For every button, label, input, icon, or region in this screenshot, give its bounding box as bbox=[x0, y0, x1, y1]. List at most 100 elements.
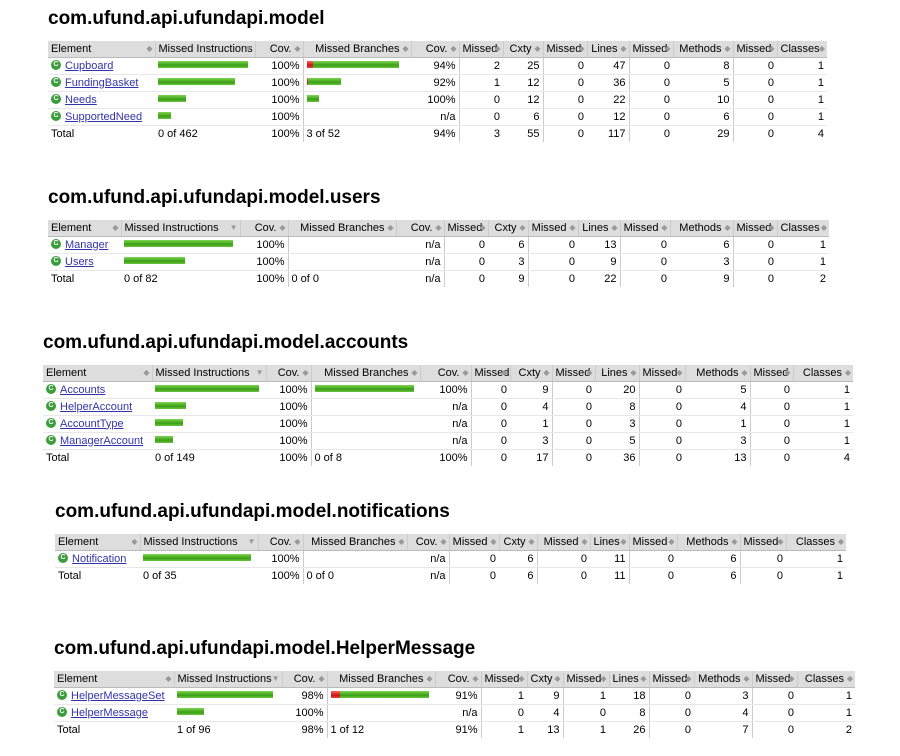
column-header-missed-cxty[interactable]: Missed ◆ bbox=[470, 365, 510, 382]
column-header-missed-methods[interactable]: Missed ◆ bbox=[638, 365, 685, 382]
element-link[interactable]: Notification bbox=[72, 552, 127, 565]
column-header-missed-methods[interactable]: Missed ◆ bbox=[628, 534, 677, 551]
column-header-missed-classes[interactable]: Missed ◆ bbox=[749, 365, 793, 382]
element-link[interactable]: Cupboard bbox=[65, 59, 114, 72]
column-header-missed-instructions[interactable]: Missed Instructions ▼ bbox=[120, 220, 240, 237]
column-header-methods[interactable]: Methods ◆ bbox=[669, 220, 733, 237]
column-header-cxty[interactable]: Cxty ◆ bbox=[498, 534, 537, 551]
cxty-value: 9 bbox=[527, 687, 563, 705]
table-row: C Cupboard 100% 94% 2 25 0 47 0 8 0 1 bbox=[48, 57, 827, 75]
column-header-branch-cov[interactable]: Cov. ◆ bbox=[434, 671, 481, 688]
column-header-missed-branches[interactable]: Missed Branches ◆ bbox=[287, 220, 396, 237]
column-header-missed-instructions[interactable]: Missed Instructions ▼ bbox=[151, 365, 266, 382]
column-header-missed-cxty[interactable]: Missed ◆ bbox=[443, 220, 488, 237]
total-classes: 1 bbox=[786, 567, 846, 584]
column-header-missed-lines[interactable]: Missed ◆ bbox=[536, 534, 590, 551]
column-header-missed-cxty[interactable]: Missed ◆ bbox=[480, 671, 527, 688]
total-instructions: 0 of 462 bbox=[155, 125, 255, 142]
header-element-label: Element bbox=[51, 221, 92, 234]
element-link[interactable]: HelperAccount bbox=[60, 400, 133, 413]
element-link[interactable]: AccountType bbox=[60, 417, 124, 430]
column-header-missed-branches[interactable]: Missed Branches ◆ bbox=[302, 41, 411, 58]
total-branch-cov: 100% bbox=[420, 449, 471, 466]
column-header-cxty[interactable]: Cxty ◆ bbox=[509, 365, 552, 382]
total-methods: 6 bbox=[677, 567, 740, 584]
column-header-classes[interactable]: Classes ◆ bbox=[776, 41, 827, 58]
column-header-instr-cov[interactable]: Cov. ◆ bbox=[239, 220, 288, 237]
branches-bar-cell bbox=[310, 415, 420, 433]
column-header-missed-classes[interactable]: Missed ◆ bbox=[732, 41, 777, 58]
column-header-missed-instructions[interactable]: Missed Instructions ▼ bbox=[139, 534, 258, 551]
total-instructions: 0 of 35 bbox=[140, 567, 258, 584]
table-row: C HelperMessage 100% n/a 0 4 0 8 0 4 0 1 bbox=[54, 704, 855, 722]
column-header-missed-methods[interactable]: Missed ◆ bbox=[628, 41, 673, 58]
branches-coverage-value: 100% bbox=[420, 381, 471, 399]
instructions-bar-cell bbox=[140, 550, 258, 568]
package-title: com.ufund.api.ufundapi.model.notificatio… bbox=[55, 501, 450, 522]
column-header-cxty[interactable]: Cxty ◆ bbox=[526, 671, 563, 688]
column-header-element[interactable]: Element ◆ bbox=[48, 41, 155, 58]
column-header-methods[interactable]: Methods ◆ bbox=[672, 41, 733, 58]
element-link[interactable]: Users bbox=[65, 255, 94, 268]
column-header-missed-cxty[interactable]: Missed ◆ bbox=[448, 534, 499, 551]
column-header-missed-classes[interactable]: Missed ◆ bbox=[751, 671, 797, 688]
column-header-missed-lines[interactable]: Missed ◆ bbox=[562, 671, 609, 688]
column-header-lines[interactable]: Lines ◆ bbox=[586, 41, 629, 58]
element-link[interactable]: HelperMessage bbox=[71, 706, 149, 719]
column-header-lines[interactable]: Lines ◆ bbox=[608, 671, 649, 688]
sort-icon: ◆ bbox=[131, 537, 138, 546]
element-link[interactable]: Accounts bbox=[60, 383, 106, 396]
sort-icon: ◆ bbox=[554, 674, 561, 683]
column-header-branch-cov[interactable]: Cov. ◆ bbox=[406, 534, 449, 551]
column-header-lines[interactable]: Lines ◆ bbox=[594, 365, 639, 382]
column-header-instr-cov[interactable]: Cov. ◆ bbox=[265, 365, 311, 382]
column-header-element[interactable]: Element ◆ bbox=[48, 220, 121, 237]
column-header-missed-instructions[interactable]: Missed Instructions ▼ bbox=[173, 671, 282, 688]
column-header-methods[interactable]: Methods ◆ bbox=[693, 671, 752, 688]
column-header-lines[interactable]: Lines ◆ bbox=[589, 534, 629, 551]
column-header-methods[interactable]: Methods ◆ bbox=[684, 365, 750, 382]
element-link[interactable]: HelperMessageSet bbox=[71, 689, 165, 702]
methods-value: 1 bbox=[685, 415, 750, 433]
column-header-instr-cov[interactable]: Cov. ◆ bbox=[257, 534, 303, 551]
column-header-missed-methods[interactable]: Missed ◆ bbox=[648, 671, 694, 688]
column-header-missed-lines[interactable]: Missed ◆ bbox=[551, 365, 595, 382]
column-header-missed-lines[interactable]: Missed ◆ bbox=[542, 41, 587, 58]
element-link[interactable]: FundingBasket bbox=[65, 76, 139, 89]
column-header-branch-cov[interactable]: Cov. ◆ bbox=[410, 41, 459, 58]
column-header-branch-cov[interactable]: Cov. ◆ bbox=[419, 365, 471, 382]
column-header-cxty[interactable]: Cxty ◆ bbox=[487, 220, 528, 237]
column-header-classes[interactable]: Classes ◆ bbox=[796, 671, 855, 688]
sort-icon: ◆ bbox=[519, 223, 526, 232]
element-link[interactable]: Needs bbox=[65, 93, 97, 106]
column-header-missed-branches[interactable]: Missed Branches ◆ bbox=[302, 534, 407, 551]
column-header-missed-cxty[interactable]: Missed ◆ bbox=[458, 41, 503, 58]
element-link[interactable]: ManagerAccount bbox=[60, 434, 144, 447]
column-header-element[interactable]: Element ◆ bbox=[55, 534, 140, 551]
missed-methods-value: 0 bbox=[648, 687, 694, 705]
column-header-classes[interactable]: Classes ◆ bbox=[785, 534, 846, 551]
column-header-methods[interactable]: Methods ◆ bbox=[676, 534, 740, 551]
table-row: C Users 100% n/a 0 3 0 9 0 3 0 1 bbox=[48, 253, 829, 271]
column-header-instr-cov[interactable]: Cov. ◆ bbox=[254, 41, 303, 58]
column-header-missed-classes[interactable]: Missed ◆ bbox=[732, 220, 777, 237]
column-header-instr-cov[interactable]: Cov. ◆ bbox=[281, 671, 327, 688]
column-header-classes[interactable]: Classes ◆ bbox=[776, 220, 829, 237]
column-header-missed-methods[interactable]: Missed ◆ bbox=[619, 220, 670, 237]
column-header-branch-cov[interactable]: Cov. ◆ bbox=[395, 220, 444, 237]
column-header-missed-branches[interactable]: Missed Branches ◆ bbox=[310, 365, 420, 382]
column-header-element[interactable]: Element ◆ bbox=[54, 671, 174, 688]
column-header-cxty[interactable]: Cxty ◆ bbox=[502, 41, 543, 58]
total-missed-methods: 0 bbox=[628, 125, 673, 142]
column-header-element[interactable]: Element ◆ bbox=[43, 365, 152, 382]
column-header-missed-branches[interactable]: Missed Branches ◆ bbox=[326, 671, 435, 688]
missed-classes-value: 0 bbox=[732, 108, 777, 126]
column-header-classes[interactable]: Classes ◆ bbox=[792, 365, 853, 382]
element-link[interactable]: SupportedNeed bbox=[65, 110, 143, 123]
header-methods-label: Methods bbox=[698, 672, 741, 685]
element-link[interactable]: Manager bbox=[65, 238, 109, 251]
column-header-missed-instructions[interactable]: Missed Instructions ▼ bbox=[154, 41, 255, 58]
column-header-missed-lines[interactable]: Missed ◆ bbox=[527, 220, 578, 237]
column-header-lines[interactable]: Lines ◆ bbox=[577, 220, 620, 237]
column-header-missed-classes[interactable]: Missed ◆ bbox=[739, 534, 786, 551]
